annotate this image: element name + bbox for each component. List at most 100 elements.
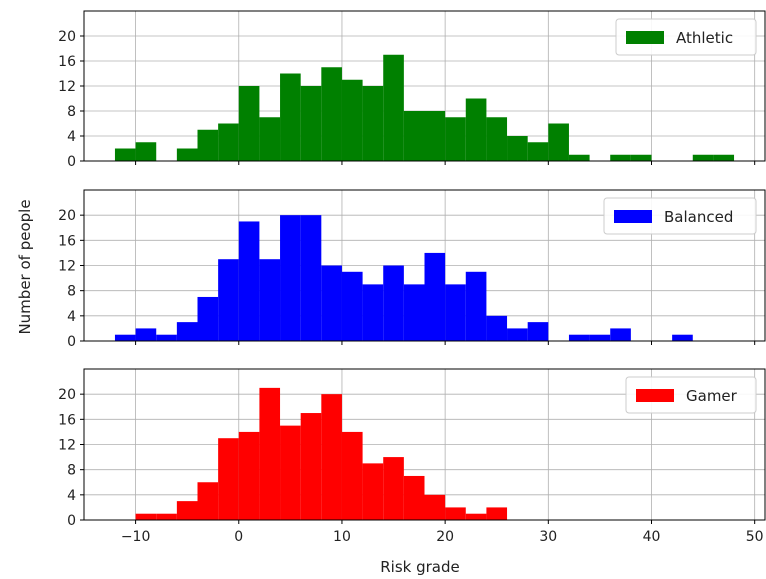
x-tick-label: 20 [436, 529, 454, 545]
legend-box [615, 18, 757, 56]
histogram-bar [424, 494, 446, 520]
histogram-bar [135, 142, 157, 161]
histogram-bar [527, 322, 549, 341]
histogram-bar [692, 154, 714, 161]
legend-swatch [626, 31, 664, 44]
histogram-bar [238, 86, 260, 161]
histogram-bar [486, 507, 508, 520]
histogram-bar [197, 129, 219, 161]
y-tick-label: 8 [67, 104, 76, 120]
histogram-bar [238, 221, 260, 341]
histogram-bar [403, 284, 425, 341]
histogram-bar [465, 513, 487, 520]
histogram-bar [156, 513, 177, 520]
histogram-bar [156, 334, 177, 341]
histogram-bar [445, 507, 466, 520]
legend-box [603, 197, 757, 235]
y-tick-label: 20 [58, 387, 76, 403]
histogram-bar [486, 315, 508, 341]
histogram-bar [341, 431, 363, 520]
y-tick-label: 8 [67, 463, 76, 479]
histogram-bar [403, 111, 425, 161]
y-tick-label: 4 [67, 129, 76, 145]
histogram-bar [403, 475, 425, 520]
histogram-bar [176, 148, 198, 161]
histogram-bar [424, 252, 446, 341]
histogram-bar [341, 271, 363, 341]
panel-athletic: 0 4 8 12 16 20 Athletic [58, 10, 766, 170]
y-tick-label: 12 [58, 259, 76, 275]
y-tick-label: 12 [58, 438, 76, 454]
histogram-bar [610, 328, 631, 341]
y-tick-label: 20 [58, 208, 76, 224]
y-tick-label: 8 [67, 284, 76, 300]
y-tick-label: 4 [67, 309, 76, 325]
y-tick-label: 16 [58, 233, 76, 249]
histogram-bar [176, 322, 198, 341]
legend: Gamer [625, 376, 757, 414]
histogram-bar [383, 54, 404, 161]
histogram-bar [135, 328, 157, 341]
histogram-bar [507, 136, 528, 161]
histogram-bar [507, 328, 528, 341]
histogram-bar [197, 482, 219, 520]
histogram-bar [321, 265, 342, 341]
histogram-bar [486, 117, 508, 161]
histogram-bar [630, 154, 652, 161]
legend-box [625, 376, 757, 414]
histogram-bar [238, 431, 260, 520]
histogram-bar [445, 284, 466, 341]
histogram-bar [259, 387, 281, 520]
histogram-bar [218, 259, 239, 341]
histogram-bar [218, 438, 239, 520]
legend: Athletic [615, 18, 757, 56]
histogram-bar [341, 79, 363, 161]
histogram-bar [259, 259, 281, 341]
histogram-bar [465, 98, 487, 161]
histogram-bar [300, 86, 322, 161]
histogram-bar [610, 154, 631, 161]
legend-swatch [614, 210, 652, 223]
x-tick-label: 0 [234, 529, 243, 545]
histogram-bar [218, 123, 239, 161]
histogram-bar [383, 265, 404, 341]
legend-label: Gamer [686, 387, 738, 405]
x-tick-label: 50 [746, 529, 764, 545]
histogram-bar [362, 463, 384, 520]
histogram-bar [280, 215, 301, 341]
histogram-bar [589, 334, 611, 341]
histogram-bar [445, 117, 466, 161]
x-tick-label: −10 [121, 529, 151, 545]
histogram-bar [176, 501, 198, 520]
histogram-bar [548, 123, 569, 161]
x-axis-label: Risk grade [380, 558, 460, 576]
histogram-bar [321, 394, 342, 520]
histogram-bar [424, 111, 446, 161]
histogram-bar [300, 215, 322, 341]
x-tick-label: 30 [539, 529, 557, 545]
histogram-bar [465, 271, 487, 341]
panel-gamer: 0 4 8 12 16 20 −10 0 10 20 30 40 50 Gamer [58, 368, 766, 545]
histogram-bar [568, 154, 590, 161]
histogram-bar [135, 513, 157, 520]
y-tick-label: 0 [67, 513, 76, 529]
legend-label: Athletic [676, 29, 733, 47]
y-tick-label: 0 [67, 154, 76, 170]
histogram-bar [114, 148, 136, 161]
histogram-bar [568, 334, 590, 341]
y-tick-label: 16 [58, 412, 76, 428]
y-tick-label: 20 [58, 29, 76, 45]
histogram-bar [321, 67, 342, 161]
histogram-bar [259, 117, 281, 161]
legend-swatch [636, 389, 674, 402]
panel-balanced: 0 4 8 12 16 20 Balanced [58, 189, 766, 350]
histogram-bar [362, 284, 384, 341]
histogram-bar [383, 457, 404, 520]
histogram-bar [672, 334, 693, 341]
y-tick-label: 4 [67, 488, 76, 504]
histogram-bar [197, 296, 219, 341]
histogram-bar [527, 142, 549, 161]
histogram-bar [114, 334, 136, 341]
legend: Balanced [603, 197, 757, 235]
